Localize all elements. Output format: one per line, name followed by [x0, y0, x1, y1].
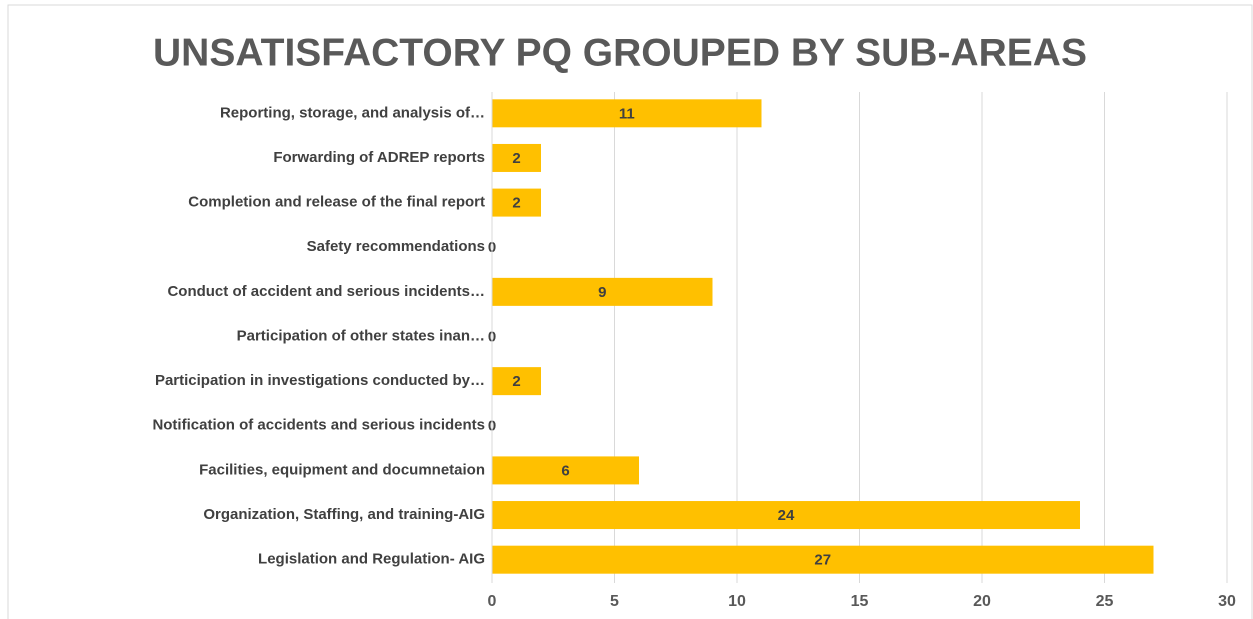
chart-title: UNSATISFACTORY PQ GROUPED BY SUB-AREAS: [153, 31, 1087, 74]
x-tick-label: 25: [1096, 593, 1114, 610]
bar: [492, 367, 541, 396]
y-tick-label: Completion and release of the final repo…: [188, 194, 485, 211]
y-tick-label: Conduct of accident and serious incident…: [167, 283, 485, 300]
data-label: 24: [778, 507, 795, 524]
x-tick-label: 30: [1218, 593, 1236, 610]
data-label: 9: [598, 284, 606, 301]
data-label: 11: [619, 105, 635, 122]
data-label: 2: [512, 150, 520, 167]
data-label: 2: [512, 373, 520, 390]
y-tick-label: Notification of accidents and serious in…: [152, 417, 485, 434]
bar: [492, 99, 762, 128]
bar: [492, 143, 541, 172]
bar: [492, 456, 639, 485]
y-tick-label: Legislation and Regulation- AIG: [258, 551, 485, 568]
x-tick-label: 15: [851, 593, 869, 610]
bar: [492, 545, 1154, 574]
bar: [492, 188, 541, 217]
y-tick-label: Organization, Staffing, and training-AIG: [203, 506, 485, 523]
y-tick-label: Facilities, equipment and documnetaion: [199, 461, 485, 478]
x-tick-label: 0: [488, 593, 497, 610]
x-tick-label: 10: [728, 593, 746, 610]
data-label: 27: [814, 552, 831, 569]
y-tick-label: Participation in investigations conducte…: [155, 372, 485, 389]
data-label: 6: [561, 462, 569, 479]
x-tick-label: 5: [610, 593, 619, 610]
x-tick-label: 20: [973, 593, 991, 610]
y-tick-label: Safety recommendations: [307, 238, 485, 255]
y-tick-label: Participation of other states inan…: [237, 327, 485, 344]
data-label: 2: [512, 195, 520, 212]
bar: [492, 277, 713, 306]
bar: [492, 501, 1080, 530]
y-tick-label: Forwarding of ADREP reports: [273, 149, 485, 166]
y-tick-label: Reporting, storage, and analysis of…: [220, 104, 485, 121]
